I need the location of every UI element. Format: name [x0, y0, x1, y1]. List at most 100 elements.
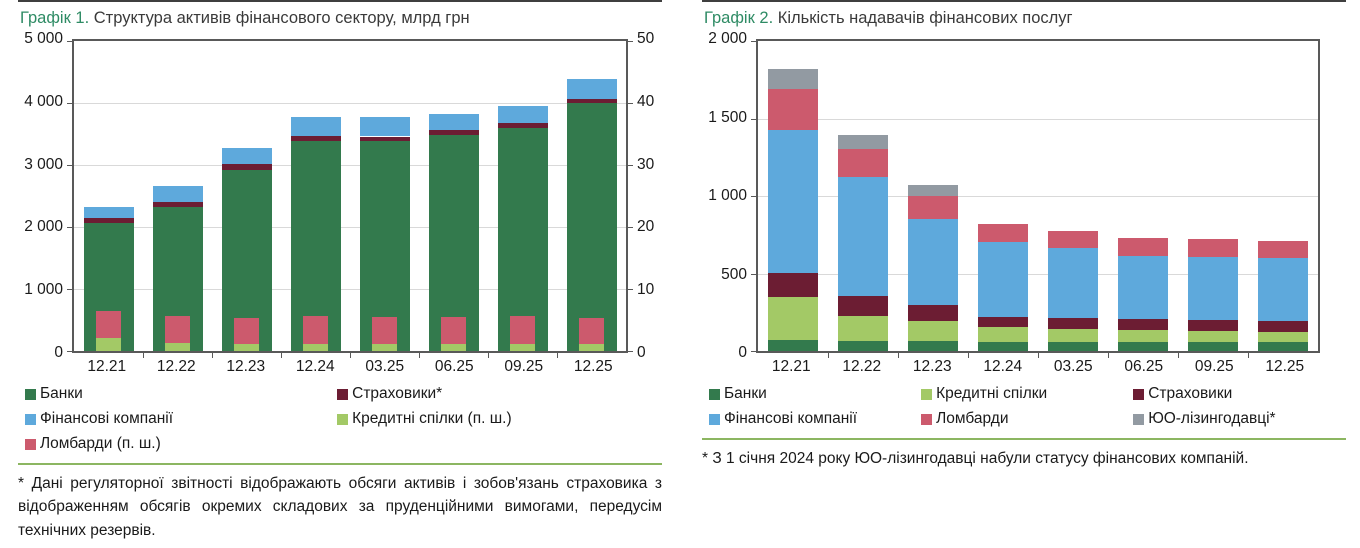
bar-segment-09.25-finance_companies [497, 105, 548, 124]
x-tick-mark [557, 353, 558, 358]
x-tick-mark [898, 353, 899, 358]
chart2-chart-area: 2 000 1 500 1 000 500 0 [702, 30, 1346, 361]
legend-swatch-finance_companies [25, 413, 36, 425]
bar-segment-12.21-insurers [83, 217, 134, 223]
bar-segment-12.23-lessors [908, 184, 958, 197]
bar-segment-12.25-credit_unions [1258, 331, 1308, 342]
chart2-footnote: * З 1 січня 2024 року ЮО-лізингодавці на… [702, 450, 1249, 467]
legend-swatch-lessors [1133, 413, 1145, 425]
chart1-legend: Банки Фінансові компанії Ломбарди (п. ш.) С… [18, 385, 662, 453]
secondary-y-tick-mark [628, 165, 633, 166]
x-tick-mark [350, 353, 351, 358]
overlay-bar-segment-06.25-pawnshops [441, 316, 466, 345]
x-axis-left-spacer [18, 358, 72, 376]
x-tick-label: 12.22 [156, 358, 196, 375]
y-tick-mark [751, 118, 756, 120]
y-tick-label: 1 500 [708, 108, 747, 126]
secondary-y-tick-label: 30 [637, 155, 655, 173]
chart1-plot [67, 39, 633, 358]
legend-label: Фінансові компанії [724, 410, 858, 427]
chart2-x-axis-labels: 12.21 12.22 12.23 12.24 03.25 06.25 09.25 12.25 [702, 358, 1346, 376]
secondary-y-tick-label: 50 [637, 30, 655, 47]
overlay-bar-segment-12.22-pawnshops [165, 316, 190, 343]
y-tick-mark [67, 227, 72, 228]
legend-label: Банки [40, 385, 83, 402]
x-tick-label: 12.25 [1265, 358, 1305, 375]
bar-segment-12.23-insurers [908, 305, 958, 321]
bar-segment-12.24-finance_companies [290, 116, 341, 136]
legend-label: Ломбарди (п. ш.) [40, 435, 161, 452]
bar-segment-12.24-banks [978, 341, 1028, 351]
legend-item: ЮО-лізингодавці* [1133, 410, 1345, 428]
bar-segment-12.22-banks [838, 340, 888, 351]
bar-segment-09.25-credit_unions [1188, 330, 1238, 342]
y-tick-label: 2 000 [24, 218, 63, 236]
bar-segment-03.25-finance_companies [359, 117, 410, 137]
chart2-primary-y-axis: 2 000 1 500 1 000 500 0 [702, 30, 756, 361]
overlay-bar-segment-12.25-pawnshops [579, 318, 604, 345]
secondary-y-tick-mark [628, 103, 633, 104]
chart1-chart-area: 5 000 4 000 3 000 2 000 1 000 0 50 40 30 20 10 0 [18, 30, 662, 361]
bar-segment-09.25-insurers [497, 123, 548, 128]
bar-segment-12.24-insurers [290, 135, 341, 141]
overlay-bar-segment-12.24-pawnshops [303, 316, 328, 344]
y-tick-mark [751, 351, 756, 352]
y-tick-label: 500 [721, 265, 747, 283]
y-tick-label: 1 000 [708, 187, 747, 204]
gridline [74, 227, 626, 228]
overlay-bar-segment-03.25-credit_unions [372, 344, 397, 351]
bar-segment-03.25-pawnshops [1048, 231, 1098, 248]
legend-item: Банки [25, 385, 337, 403]
x-tick-mark [419, 353, 420, 358]
legend-swatch-insurers [1133, 388, 1145, 400]
x-tick-label: 03.25 [1053, 358, 1093, 375]
bar-segment-06.25-banks [1118, 341, 1168, 351]
bar-segment-06.25-finance_companies [428, 113, 479, 130]
bar-segment-12.24-credit_unions [978, 327, 1028, 342]
y-tick-mark [751, 273, 756, 275]
x-tick-mark [212, 353, 213, 358]
bar-segment-06.25-insurers [428, 129, 479, 135]
chart1-title: Графік 1. Структура активів фінансового … [20, 9, 662, 28]
bar-segment-12.22-finance_companies [152, 186, 203, 203]
secondary-y-tick-label: 10 [637, 281, 655, 299]
x-tick-label: 06.25 [434, 358, 474, 375]
legend-swatch-credit_unions [337, 413, 349, 425]
bar-segment-12.22-pawnshops [838, 148, 888, 177]
top-border-line [702, 0, 1346, 2]
chart1-primary-y-axis: 5 000 4 000 3 000 2 000 1 000 0 [18, 30, 72, 361]
legend-item: Ломбарди (п. ш.) [25, 435, 337, 453]
y-tick-mark [67, 165, 72, 166]
x-axis-right-spacer [1320, 358, 1346, 376]
bar-segment-12.23-finance_companies [221, 148, 272, 165]
bar-segment-09.25-insurers [1188, 320, 1238, 331]
chart1-secondary-y-axis: 50 40 30 20 10 0 [628, 30, 662, 361]
bar-segment-03.25-banks [359, 141, 410, 351]
overlay-bar-segment-12.23-pawnshops [234, 318, 259, 344]
legend-column: Банки Фінансові компанії Ломбарди (п. ш.) [25, 385, 337, 453]
bar-segment-03.25-insurers [359, 136, 410, 142]
bar-segment-12.22-insurers [152, 202, 203, 208]
legend-item: Ломбарди [921, 410, 1133, 428]
bar-segment-12.23-finance_companies [908, 219, 958, 306]
bar-segment-06.25-credit_unions [1118, 329, 1168, 342]
bar-segment-12.23-credit_unions [908, 320, 958, 342]
legend-label: Банки [724, 385, 767, 402]
bar-segment-09.25-banks [1188, 341, 1238, 351]
x-tick-mark [1108, 353, 1109, 358]
chart1-panel: Графік 1. Структура активів фінансового … [18, 0, 662, 542]
chart1-x-axis-labels: 12.21 12.22 12.23 12.24 03.25 06.25 09.25 12.25 [18, 358, 662, 376]
bar-segment-12.21-lessors [768, 68, 818, 90]
legend-column: Страховики ЮО-лізингодавці* [1133, 385, 1345, 428]
bar-segment-12.21-credit_unions [768, 296, 818, 340]
y-tick-label: 2 000 [708, 30, 747, 47]
bar-segment-12.25-pawnshops [1258, 240, 1308, 258]
bar-segment-12.21-pawnshops [768, 89, 818, 130]
gridline [758, 273, 1318, 275]
x-tick-label: 03.25 [365, 358, 405, 375]
gridline [758, 118, 1318, 120]
bar-segment-12.25-insurers [566, 98, 617, 103]
y-tick-mark [67, 289, 72, 290]
y-tick-label: 3 000 [24, 155, 63, 173]
